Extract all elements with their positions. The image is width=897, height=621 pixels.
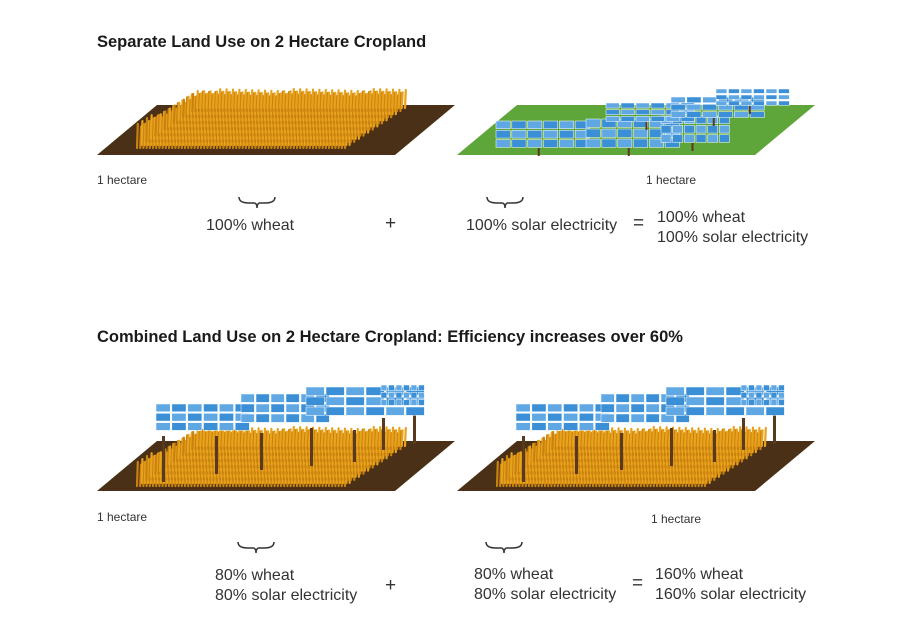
combined-left-solar: 80% solar electricity [215,587,358,604]
separate-total-wheat: 100% wheat [657,209,746,226]
combined-equals-sign: = [632,573,644,594]
separate-left-result: 100% wheat [206,217,295,234]
separate-total-solar: 100% solar electricity [657,229,809,246]
combined-total-solar: 160% solar electricity [655,586,807,603]
combined-left-wheat: 80% wheat [215,567,295,584]
separate-equals-sign: = [633,213,645,234]
separate-right-hectare-label: 1 hectare [646,173,697,187]
separate-left-hectare-label: 1 hectare [97,173,148,187]
combined-left-brace [237,541,275,554]
separate-right-brace [486,196,524,209]
combined-total-wheat: 160% wheat [655,566,744,583]
combined-left-hectare-label: 1 hectare [97,510,148,524]
combined-right-hectare-label: 1 hectare [651,512,702,526]
separate-heading: Separate Land Use on 2 Hectare Cropland [97,33,427,51]
combined-right-wheat: 80% wheat [474,566,554,583]
combined-right-brace [485,541,523,554]
separate-right-result: 100% solar electricity [466,217,618,234]
separate-left-brace [238,196,276,209]
combined-plus-sign: + [385,575,397,596]
combined-heading: Combined Land Use on 2 Hectare Cropland:… [97,328,683,346]
solar-field-illustration [457,88,815,156]
agrivoltaic-field-left-illustration [97,384,455,491]
wheat-field-illustration [97,87,455,155]
separate-plus-sign: + [385,213,397,234]
combined-right-solar: 80% solar electricity [474,586,617,603]
agrivoltaic-field-right-illustration [457,384,815,491]
